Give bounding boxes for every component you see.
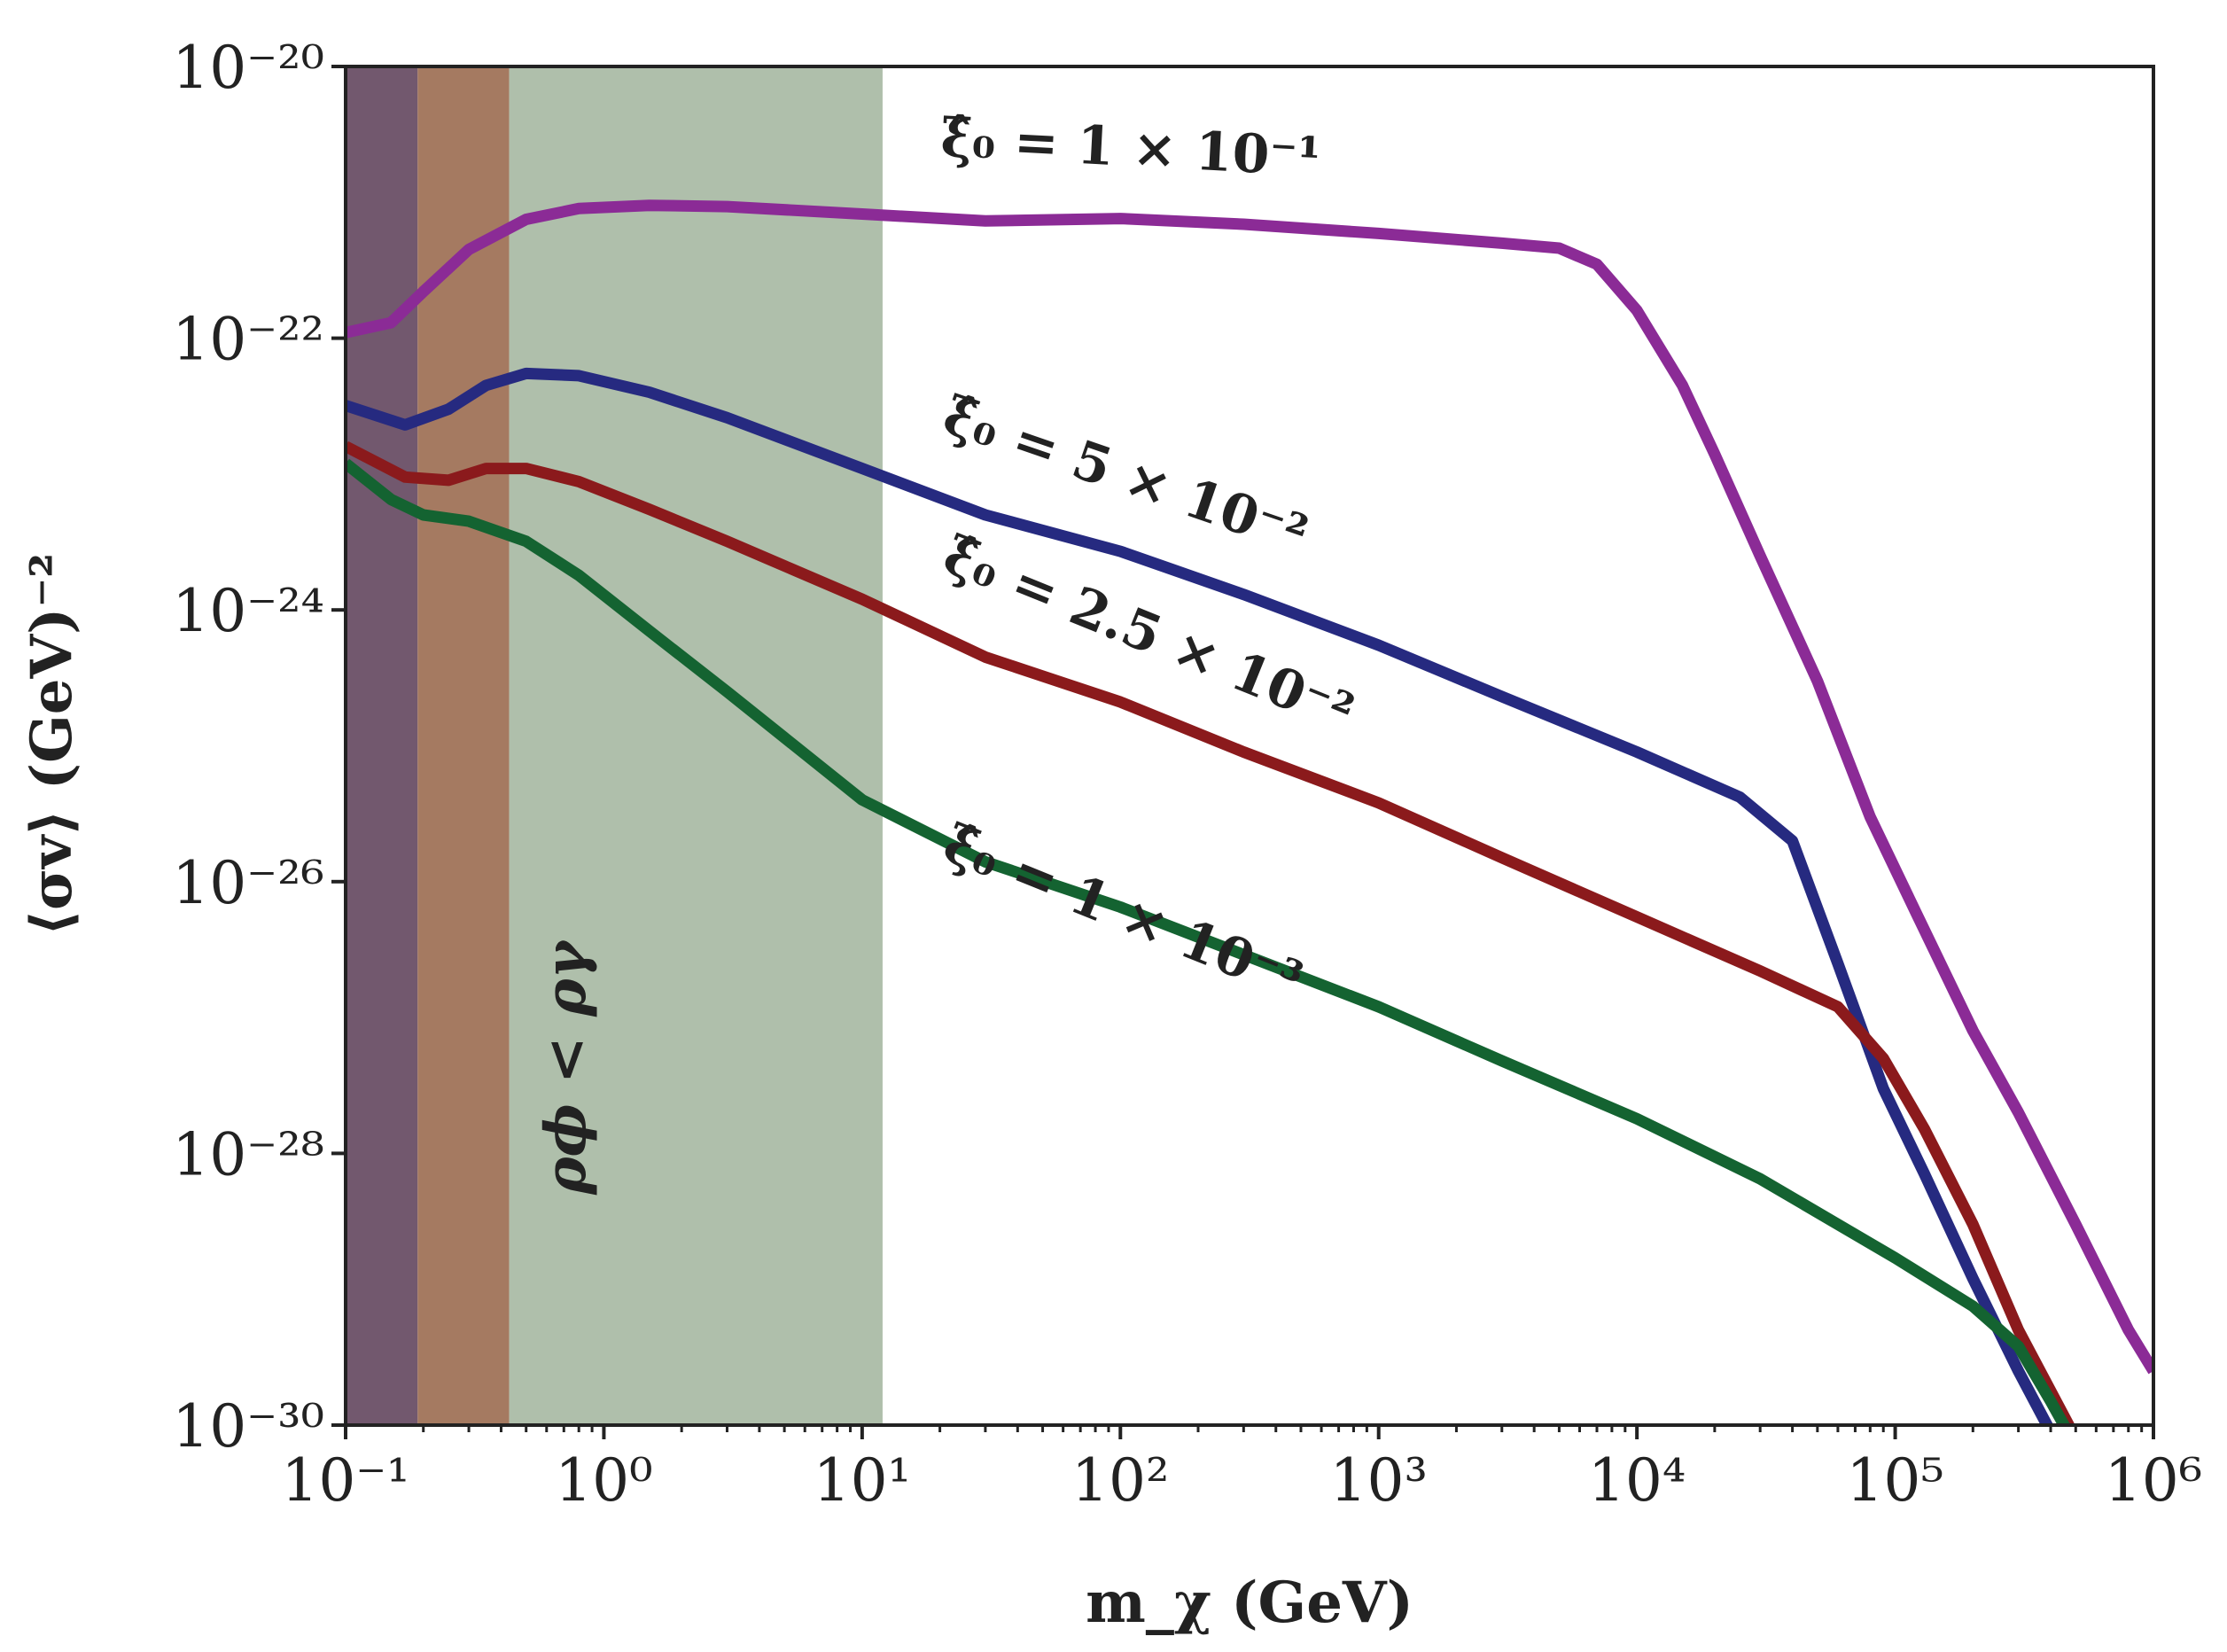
series-label-4: ξ̂₀ = 1 × 10⁻³ <box>935 813 1311 1013</box>
series-line-3 <box>346 440 2075 1425</box>
y-tick-label: 10⁻²⁰ <box>172 34 324 102</box>
shaded-band-3 <box>509 66 883 1425</box>
series-line-4 <box>346 458 2071 1425</box>
x-axis-label: m_χ (GeV) <box>1086 1570 1413 1636</box>
y-tick-label: 10⁻²² <box>172 306 324 374</box>
x-tick-label: 10² <box>1071 1446 1169 1515</box>
y-tick-label: 10⁻²⁸ <box>172 1120 324 1188</box>
y-tick-label: 10⁻³⁰ <box>172 1392 324 1461</box>
series-line-2 <box>346 367 2054 1425</box>
shaded-band-1 <box>346 66 418 1425</box>
x-tick-label: 10⁶ <box>2105 1446 2202 1515</box>
shaded-bands <box>346 66 883 1425</box>
x-tick-label: 10⁴ <box>1588 1446 1686 1515</box>
plot-frame <box>344 65 2155 1427</box>
y-axis: 10⁻³⁰ 10⁻²⁸ 10⁻²⁶ 10⁻²⁴ 10⁻²² 10⁻²⁰ <box>172 34 346 1461</box>
y-axis-label: ⟨σv⟩ (GeV)⁻² <box>19 553 85 937</box>
y-tick-label: 10⁻²⁶ <box>172 849 324 917</box>
curves <box>346 199 2153 1425</box>
y-tick-label: 10⁻²⁴ <box>172 577 324 645</box>
series-label-1: ξ̂₀ = 1 × 10⁻¹ <box>939 107 1322 189</box>
x-tick-label: 10³ <box>1329 1446 1427 1515</box>
x-tick-label: 10⁵ <box>1846 1446 1943 1515</box>
shaded-band-2 <box>417 66 510 1425</box>
x-tick-label: 10⁰ <box>555 1446 652 1515</box>
series-line-1 <box>346 199 2153 1375</box>
x-tick-label: 10⁻¹ <box>281 1446 409 1515</box>
band-label: ρϕ < ργ <box>533 939 599 1196</box>
x-axis: 10⁻¹ 10⁰ 10¹ 10² 10³ 10⁴ 10⁵ 10⁶ <box>281 1425 2202 1515</box>
x-tick-label: 10¹ <box>814 1446 911 1515</box>
